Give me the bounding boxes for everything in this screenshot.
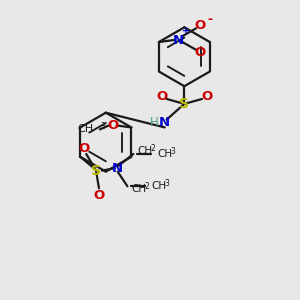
Text: S: S [179, 97, 189, 111]
Text: CH: CH [137, 146, 152, 156]
Text: N: N [173, 34, 184, 46]
Text: CH: CH [151, 181, 166, 191]
Text: O: O [93, 189, 105, 202]
Text: O: O [194, 19, 206, 32]
Text: S: S [91, 164, 101, 178]
Text: O: O [201, 91, 213, 103]
Text: 2: 2 [144, 182, 149, 191]
Text: N: N [112, 162, 123, 175]
Text: +: + [182, 26, 190, 36]
Text: N: N [159, 116, 170, 129]
Text: CH: CH [131, 184, 146, 194]
Text: O: O [79, 142, 90, 154]
Text: H: H [150, 116, 159, 129]
Text: 3: 3 [164, 179, 169, 188]
Text: CH: CH [157, 149, 172, 159]
Text: 3: 3 [170, 147, 175, 156]
Text: O: O [107, 119, 118, 132]
Text: O: O [194, 46, 206, 59]
Text: -: - [207, 13, 212, 26]
Text: 2: 2 [150, 144, 155, 153]
Text: CH: CH [77, 124, 93, 134]
Text: O: O [156, 91, 167, 103]
Text: 3: 3 [100, 122, 105, 131]
